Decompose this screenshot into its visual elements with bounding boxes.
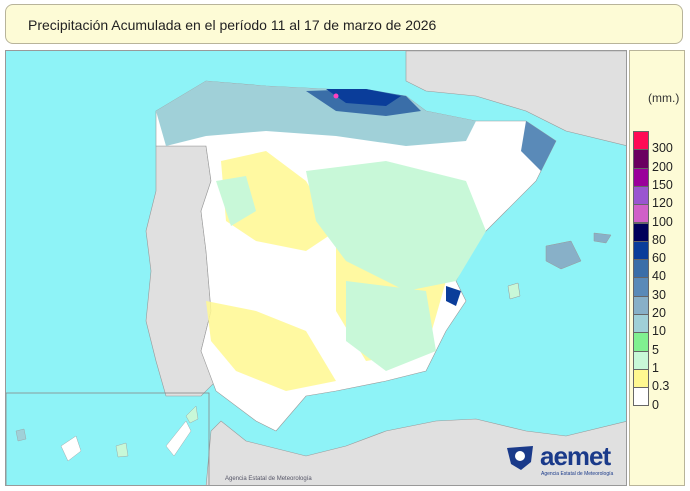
canary-inset (6, 392, 210, 485)
aemet-logo: aemet Agencia Estatal de Meteorología (505, 441, 625, 484)
legend-label: 40 (652, 269, 666, 284)
precip-zone-darkblue (446, 286, 461, 306)
legend-swatch (633, 259, 649, 279)
canary-island (165, 420, 192, 457)
precip-zone-lightgreen (346, 281, 436, 371)
precip-zone-darkblue (326, 89, 401, 106)
legend-swatch (633, 314, 649, 334)
legend-label: 200 (652, 159, 673, 174)
legend-label: 150 (652, 177, 673, 192)
legend-swatch (633, 277, 649, 297)
legend-swatch (633, 240, 649, 261)
canary-island (15, 428, 27, 442)
legend-swatch (633, 149, 649, 169)
precip-zone-blue (521, 121, 556, 171)
legend-unit: (mm.) (648, 91, 680, 105)
legend-label: 120 (652, 196, 673, 211)
precip-zone-lightgreen (306, 161, 486, 291)
legend-swatch (633, 185, 649, 206)
canary-island (185, 405, 199, 424)
precip-zone-yellow (206, 301, 336, 391)
legend-swatch (633, 131, 649, 151)
precip-max-point (333, 93, 339, 99)
legend-swatch (633, 222, 649, 242)
legend-label: 100 (652, 214, 673, 229)
legend: (mm.) 300 200 150 120 100 80 60 40 30 20 10 5 1 0.3 0 (629, 50, 685, 486)
legend-swatch (633, 368, 649, 389)
legend-label: 5 (652, 342, 659, 357)
legend-swatch (633, 295, 649, 315)
legend-label: 60 (652, 251, 666, 266)
canary-island (60, 435, 82, 462)
logo-subtitle: Agencia Estatal de Meteorología (541, 471, 614, 477)
legend-swatch (633, 350, 649, 370)
legend-label: 0 (652, 397, 659, 412)
mallorca (545, 240, 582, 270)
canary-island (115, 442, 129, 458)
legend-label: 20 (652, 306, 666, 320)
legend-label: 0.3 (652, 379, 670, 394)
ibiza (507, 282, 521, 300)
legend-swatch (633, 167, 649, 187)
menorca (593, 232, 612, 244)
map-title: Precipitación Acumulada en el período 11… (28, 17, 437, 33)
precip-zone-yellow (221, 151, 336, 251)
credit-text: Agencia Estatal de Meteorología (225, 476, 312, 482)
legend-label: 80 (652, 232, 666, 247)
france-land (405, 51, 626, 146)
legend-label: 10 (652, 324, 666, 339)
precipitation-map (5, 50, 627, 486)
legend-label: 300 (652, 141, 673, 156)
legend-swatch (633, 332, 649, 352)
legend-label: 1 (652, 360, 659, 375)
legend-swatch (633, 204, 649, 224)
map-title-box: Precipitación Acumulada en el período 11… (5, 4, 683, 44)
precip-zone-lightgreen (216, 176, 256, 226)
legend-swatch (633, 387, 649, 407)
legend-label: 30 (652, 287, 666, 302)
logo-text: aemet (540, 441, 611, 471)
aemet-logo-icon (507, 446, 533, 470)
